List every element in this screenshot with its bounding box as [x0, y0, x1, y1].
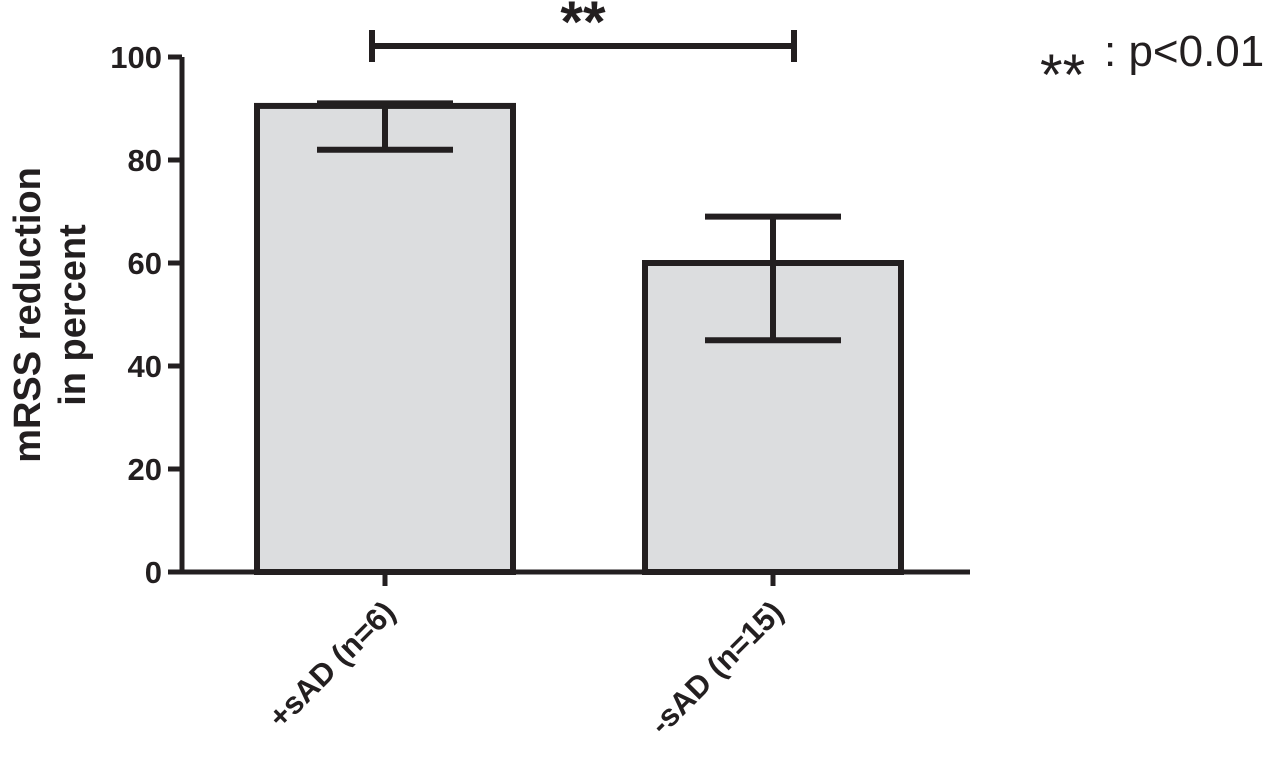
significance-stars: ** [560, 0, 606, 55]
y-tick-label-80: 80 [128, 143, 162, 178]
significance-legend: ** : p<0.01 [1040, 27, 1264, 108]
y-axis-title: mRSS reduction in percent [7, 167, 94, 463]
y-tick-label-40: 40 [128, 349, 162, 384]
significance-bracket: ** [369, 0, 797, 62]
y-tick-label-20: 20 [128, 452, 162, 487]
y-tick-label-0: 0 [145, 555, 162, 590]
x-tick-label-0: +sAD (n=6) [261, 594, 401, 734]
significance-legend-text: : p<0.01 [1104, 27, 1264, 76]
y-axis-title-line-1: mRSS reduction [7, 167, 49, 463]
plot-area: 0 20 40 60 80 100 +sAD (n=6) -sAD (n=15) [110, 40, 970, 741]
y-axis-title-line-2: in percent [52, 224, 94, 406]
y-tick-label-100: 100 [110, 40, 162, 75]
bar-0 [254, 102, 516, 576]
significance-legend-stars: ** [1040, 43, 1085, 108]
x-tick-label-1: -sAD (n=15) [643, 594, 790, 741]
y-tick-label-60: 60 [128, 246, 162, 281]
